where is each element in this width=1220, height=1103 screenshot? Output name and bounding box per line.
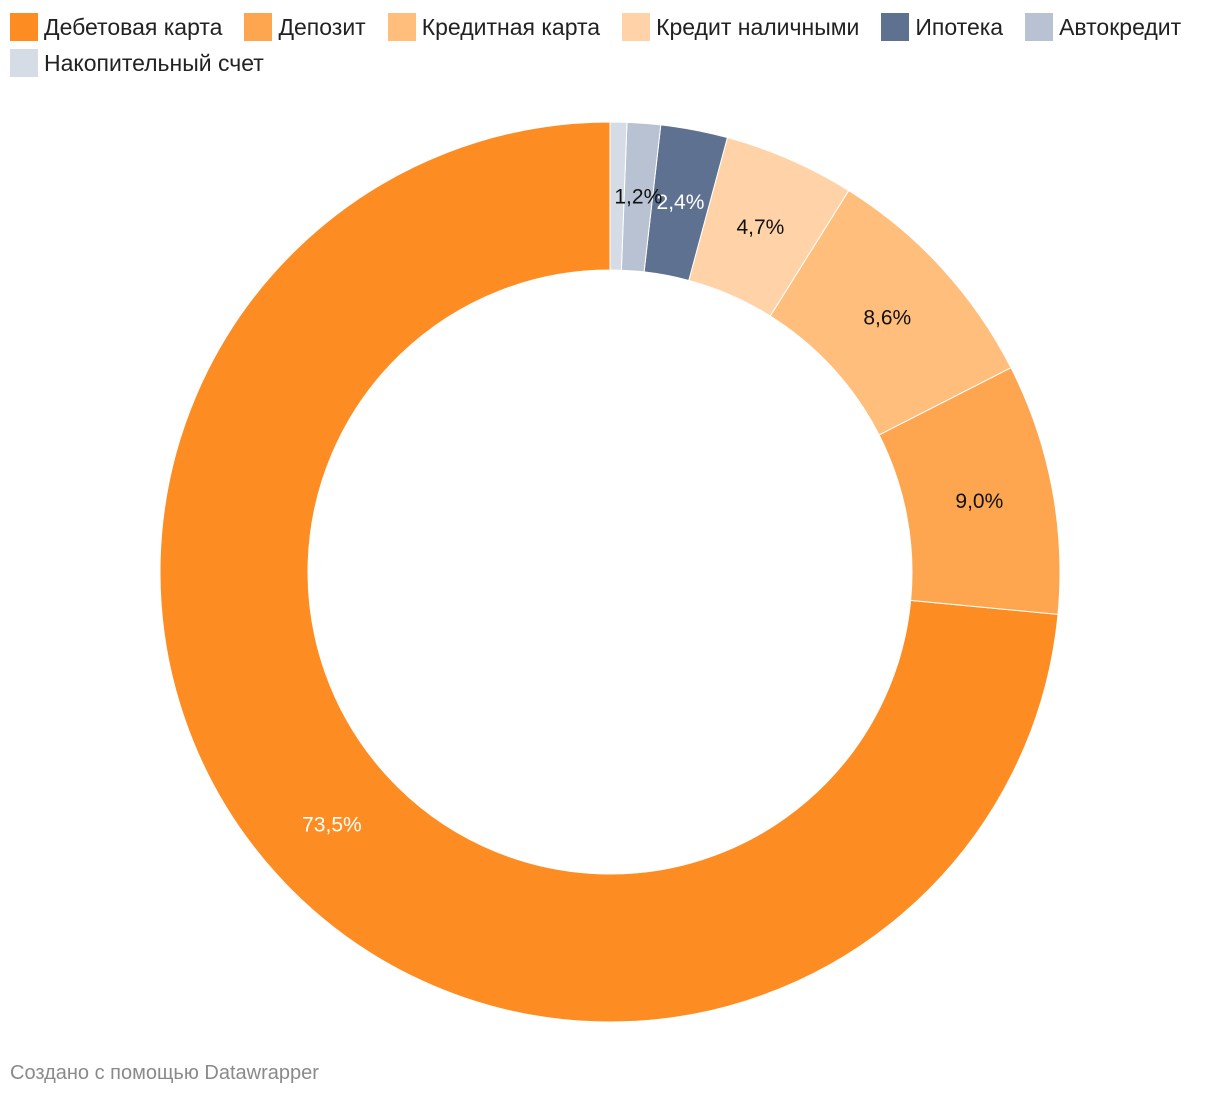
legend-label: Дебетовая карта <box>44 14 223 40</box>
legend-swatch <box>244 13 273 41</box>
slice-value-label: 1,2% <box>614 186 662 209</box>
slice-value-label: 9,0% <box>955 490 1003 513</box>
legend-item: Кредитная карта <box>387 12 601 42</box>
slice-value-label: 4,7% <box>736 216 784 239</box>
chart-legend: Дебетовая карта Депозит Кредитная карта Кре… <box>10 12 1210 78</box>
legend-item: Накопительный счет <box>10 48 264 78</box>
donut-slice <box>159 121 1059 1023</box>
donut-slice <box>769 189 1012 436</box>
legend-label: Накопительный счет <box>44 50 264 76</box>
legend-item: Депозит <box>244 12 366 42</box>
legend-label: Автокредит <box>1059 14 1182 40</box>
slice-value-label: 73,5% <box>302 814 362 837</box>
footer-credit: Создано с помощью Datawrapper <box>10 1062 319 1084</box>
legend-swatch <box>387 13 416 41</box>
legend-item: Ипотека <box>881 12 1003 42</box>
donut-slice <box>878 367 1061 615</box>
legend-label: Кредит наличными <box>656 14 860 40</box>
legend-label: Кредитная карта <box>421 14 601 40</box>
legend-item: Дебетовая карта <box>10 12 222 42</box>
legend-swatch <box>10 13 38 41</box>
slice-value-label: 8,6% <box>863 307 911 330</box>
slice-value-label: 2,4% <box>657 191 705 214</box>
donut-slice <box>620 121 662 273</box>
legend-item: Кредит наличными <box>622 12 859 42</box>
legend-label: Ипотека <box>915 14 1004 40</box>
legend-item: Автокредит <box>1025 12 1181 42</box>
legend-swatch <box>881 13 910 41</box>
donut-slice <box>688 136 850 317</box>
legend-swatch <box>1025 13 1054 41</box>
donut-slice <box>643 124 728 282</box>
legend-swatch <box>10 49 38 77</box>
donut-slices <box>159 121 1061 1023</box>
donut-slice <box>609 121 628 271</box>
legend-label: Депозит <box>278 14 366 40</box>
donut-slice-labels: 73,5% 9,0% 8,6% 4,7% 2,4%1,2% <box>302 186 1003 837</box>
legend-swatch <box>622 13 651 41</box>
